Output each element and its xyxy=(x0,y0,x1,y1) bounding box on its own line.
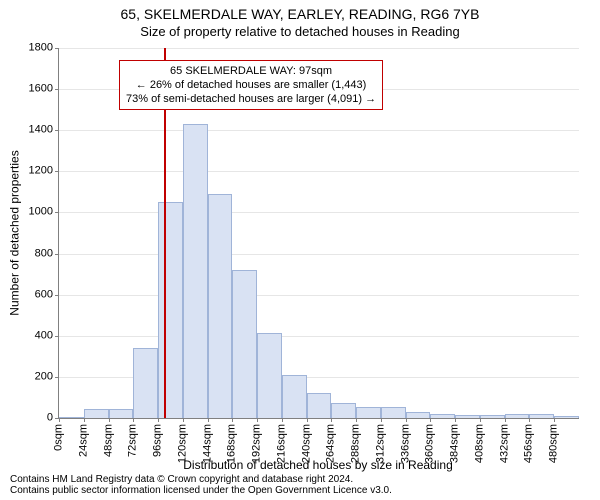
x-tick-label: 360sqm xyxy=(430,385,441,424)
y-tick-label: 1800 xyxy=(15,43,53,54)
footer-attribution: Contains HM Land Registry data © Crown c… xyxy=(10,474,392,496)
footer-line-2: Contains public sector information licen… xyxy=(10,485,392,496)
x-tick-label: 168sqm xyxy=(232,385,243,424)
y-tick-mark xyxy=(55,254,59,255)
chart-subtitle: Size of property relative to detached ho… xyxy=(0,24,600,39)
y-gridline xyxy=(59,48,579,49)
x-axis-label: Distribution of detached houses by size … xyxy=(58,458,578,472)
y-tick-mark xyxy=(55,130,59,131)
x-tick-label: 312sqm xyxy=(381,385,392,424)
footer-line-1: Contains HM Land Registry data © Crown c… xyxy=(10,474,392,485)
y-axis-label: Number of detached properties xyxy=(8,48,22,418)
x-tick-label: 240sqm xyxy=(307,385,318,424)
y-tick-label: 0 xyxy=(15,413,53,424)
x-tick-label: 120sqm xyxy=(183,385,194,424)
chart-container: 65, SKELMERDALE WAY, EARLEY, READING, RG… xyxy=(0,0,600,500)
y-tick-mark xyxy=(55,48,59,49)
y-gridline xyxy=(59,336,579,337)
y-gridline xyxy=(59,171,579,172)
x-tick-label: 288sqm xyxy=(356,385,367,424)
y-tick-label: 1400 xyxy=(15,125,53,136)
annotation-line: 65 SKELMERDALE WAY: 97sqm xyxy=(126,64,376,78)
y-tick-label: 1200 xyxy=(15,166,53,177)
annotation-line: ← 26% of detached houses are smaller (1,… xyxy=(126,78,376,92)
histogram-bar xyxy=(158,202,183,418)
x-tick-label: 216sqm xyxy=(282,385,293,424)
y-gridline xyxy=(59,295,579,296)
y-tick-mark xyxy=(55,212,59,213)
y-tick-label: 200 xyxy=(15,371,53,382)
y-tick-mark xyxy=(55,89,59,90)
y-tick-mark xyxy=(55,377,59,378)
x-tick-label: 0sqm xyxy=(59,397,70,424)
chart-title: 65, SKELMERDALE WAY, EARLEY, READING, RG… xyxy=(0,6,600,22)
y-gridline xyxy=(59,212,579,213)
x-tick-label: 72sqm xyxy=(133,391,144,424)
annotation-box: 65 SKELMERDALE WAY: 97sqm← 26% of detach… xyxy=(119,60,383,110)
y-gridline xyxy=(59,254,579,255)
y-tick-label: 800 xyxy=(15,248,53,259)
histogram-bar xyxy=(183,124,208,418)
x-tick-label: 480sqm xyxy=(554,385,565,424)
x-tick-label: 336sqm xyxy=(406,385,417,424)
x-tick-label: 384sqm xyxy=(455,385,466,424)
y-tick-mark xyxy=(55,295,59,296)
y-tick-label: 400 xyxy=(15,330,53,341)
x-tick-label: 24sqm xyxy=(84,391,95,424)
x-tick-label: 144sqm xyxy=(208,385,219,424)
x-tick-label: 48sqm xyxy=(109,391,120,424)
x-tick-label: 408sqm xyxy=(480,385,491,424)
x-tick-label: 264sqm xyxy=(331,385,342,424)
y-tick-label: 600 xyxy=(15,289,53,300)
y-tick-label: 1000 xyxy=(15,207,53,218)
annotation-line: 73% of semi-detached houses are larger (… xyxy=(126,92,376,106)
y-tick-label: 1600 xyxy=(15,84,53,95)
x-tick-label: 432sqm xyxy=(505,385,516,424)
plot-area: 0200400600800100012001400160018000sqm24s… xyxy=(58,48,579,419)
y-gridline xyxy=(59,130,579,131)
y-tick-mark xyxy=(55,171,59,172)
y-tick-mark xyxy=(55,336,59,337)
x-tick-label: 192sqm xyxy=(257,385,268,424)
x-tick-label: 456sqm xyxy=(529,385,540,424)
